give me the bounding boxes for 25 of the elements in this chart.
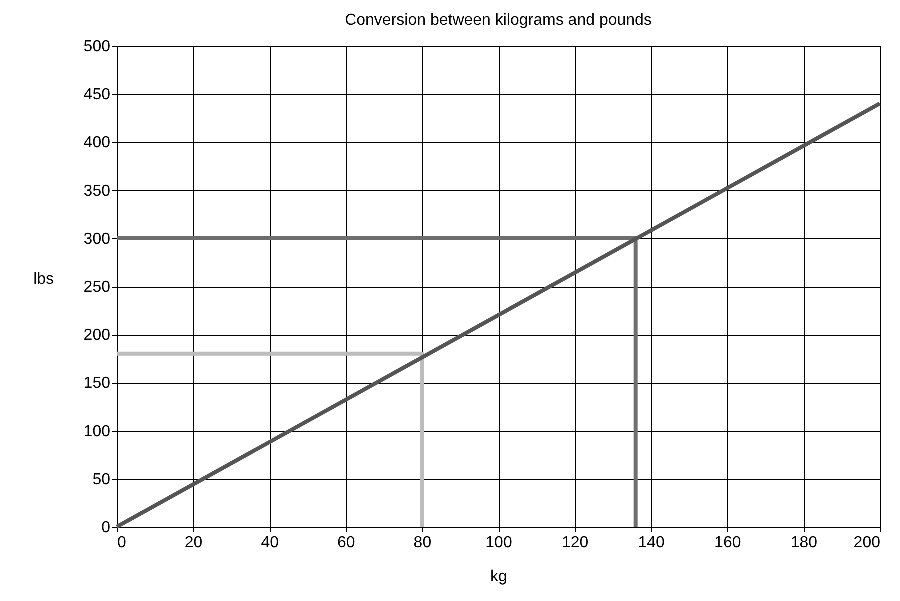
x-tick-label: 180 [790, 534, 818, 552]
x-tick-label: 0 [118, 534, 126, 552]
x-tick-label: 200 [854, 534, 881, 552]
x-tick-label: 40 [261, 534, 280, 552]
x-tick-label: 140 [638, 534, 666, 552]
x-tick-label: 100 [486, 534, 512, 552]
chart-title: Conversion between kilograms and pounds [345, 12, 652, 29]
x-tick-label: 120 [562, 534, 589, 552]
y-tick-label: 400 [84, 134, 111, 152]
y-tick-label: 500 [84, 38, 111, 56]
y-axis-title: lbs [34, 271, 54, 288]
x-tick-label: 80 [414, 534, 432, 552]
y-tick-label: 250 [84, 279, 111, 296]
y-tick-label: 150 [84, 375, 111, 392]
y-tick-label: 0 [102, 520, 111, 536]
x-axis-title: kg [490, 568, 508, 586]
y-tick-label: 300 [84, 230, 111, 248]
x-tick-label: 20 [184, 534, 203, 552]
x-tick-label: 160 [714, 534, 742, 552]
y-tick-label: 100 [84, 423, 111, 440]
y-tick-label: 50 [92, 471, 111, 488]
y-tick-label: 450 [84, 86, 111, 104]
x-tick-label: 60 [338, 534, 356, 552]
y-tick-label: 350 [84, 182, 111, 200]
y-tick-label: 200 [84, 327, 111, 344]
